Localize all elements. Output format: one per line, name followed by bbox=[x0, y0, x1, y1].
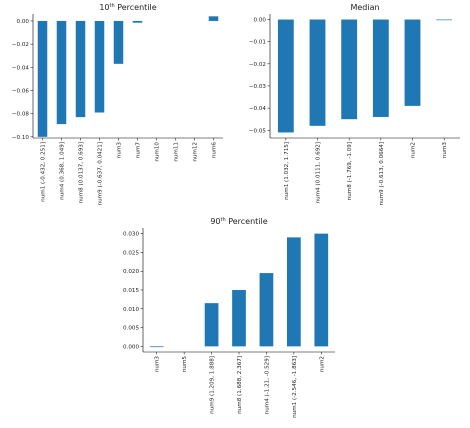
bar-1-1 bbox=[37, 20, 48, 137]
x-tick-label-3-2: num5 bbox=[182, 356, 188, 373]
x-tick-label-2-3: num8 (-1.769, -1.09] bbox=[347, 142, 353, 200]
bar-3-6 bbox=[287, 237, 301, 347]
chart-title-1: 10th Percentile bbox=[99, 3, 156, 12]
x-tick-label-1-10: num6 bbox=[212, 142, 218, 159]
bar-1-3 bbox=[75, 20, 86, 118]
y-tick-label-3-4: 0.015 bbox=[123, 288, 139, 294]
x-tick-label-3-1: num3 bbox=[155, 356, 161, 373]
y-tick-label-1-1: 0.00 bbox=[17, 19, 30, 25]
x-tick-label-1-6: num7 bbox=[136, 142, 142, 159]
x-tick-label-2-1: num1 (1.032, 1.715] bbox=[284, 142, 290, 200]
x-tick-label-1-1: num1 (-0.432, 0.251] bbox=[41, 142, 47, 202]
y-tick-label-3-5: 0.020 bbox=[123, 269, 139, 275]
y-tick-label-3-6: 0.025 bbox=[123, 250, 139, 256]
x-tick-label-2-4: num9 (-0.613, 0.0664] bbox=[379, 142, 385, 205]
x-tick-label-1-7: num10 bbox=[155, 142, 161, 162]
x-tick-label-2-6: num3 bbox=[442, 142, 448, 159]
bar-2-2 bbox=[309, 19, 326, 126]
y-tick-label-3-1: 0.000 bbox=[123, 344, 139, 350]
x-tick-label-3-5: num4 (-1.21, -0.529] bbox=[264, 356, 270, 414]
x-tick-label-2-5: num2 bbox=[411, 142, 417, 158]
x-tick-label-1-5: num3 bbox=[117, 142, 123, 159]
y-tick-label-2-6: −0.05 bbox=[249, 128, 267, 134]
bar-1-5 bbox=[113, 20, 124, 64]
chart-title-3: 90th Percentile bbox=[210, 217, 267, 226]
bar-1-4 bbox=[94, 20, 105, 113]
chart-panel-3: 90th Percentile 0.000 0.005 0.010 0.015 0.020… bbox=[123, 217, 335, 418]
x-tick-label-1-8: num11 bbox=[174, 142, 180, 162]
bar-2-4 bbox=[372, 19, 389, 117]
bar-1-2 bbox=[56, 20, 67, 125]
y-tick-label-2-5: −0.04 bbox=[249, 106, 267, 112]
y-tick-label-1-4: −0.06 bbox=[12, 88, 30, 94]
bar-2-1 bbox=[277, 19, 294, 133]
y-tick-label-3-2: 0.005 bbox=[123, 326, 139, 332]
y-tick-label-2-4: −0.03 bbox=[249, 84, 267, 90]
x-tick-label-3-4: num8 (1.688, 2.367] bbox=[237, 356, 243, 414]
bar-3-5 bbox=[259, 273, 274, 347]
y-tick-label-2-2: −0.01 bbox=[249, 40, 267, 46]
bar-2-6 bbox=[436, 19, 453, 21]
bar-1-10 bbox=[208, 16, 219, 21]
bar-3-3 bbox=[204, 303, 219, 347]
x-tick-label-3-7: num2 bbox=[319, 356, 325, 372]
x-tick-label-1-3: num8 (0.0137, 0.693] bbox=[79, 142, 85, 203]
chart-title-2: Median bbox=[350, 3, 379, 12]
x-tick-label-2-2: num4 (0.0111, 0.692] bbox=[316, 142, 322, 203]
y-tick-label-2-1: 0.00 bbox=[254, 18, 267, 24]
x-tick-label-1-9: num12 bbox=[193, 142, 199, 162]
y-tick-label-3-7: 0.030 bbox=[123, 232, 139, 238]
y-tick-label-1-5: −0.08 bbox=[12, 112, 30, 118]
y-tick-label-2-3: −0.02 bbox=[249, 62, 266, 68]
x-tick-label-3-3: num9 (1.209, 1.888] bbox=[210, 356, 216, 414]
y-tick-label-1-3: −0.04 bbox=[12, 65, 30, 71]
chart-panel-2: Median 0.00 −0.01 −0.02 −0.03 −0.04 −0.05 num1 … bbox=[249, 3, 460, 205]
x-tick-label-3-6: num1 (-2.546, -1.863] bbox=[292, 356, 298, 418]
y-tick-label-3-3: 0.010 bbox=[123, 307, 139, 313]
y-tick-label-1-2: −0.02 bbox=[12, 42, 29, 48]
y-tick-label-1-6: −0.10 bbox=[12, 135, 30, 141]
bar-3-1 bbox=[149, 346, 164, 348]
bar-2-3 bbox=[341, 19, 358, 120]
bar-3-4 bbox=[232, 290, 246, 347]
bar-2-5 bbox=[404, 19, 421, 106]
x-tick-label-1-2: num4 (0.368, 1.049] bbox=[60, 142, 66, 200]
bar-1-6 bbox=[132, 20, 143, 23]
chart-panel-1: 10th Percentile 0.00 −0.02 −0.04 −0.06 −0.08 −… bbox=[12, 3, 223, 205]
x-tick-label-1-4: num9 (-0.637, 0.0421] bbox=[98, 142, 104, 205]
bar-3-7 bbox=[314, 233, 329, 347]
